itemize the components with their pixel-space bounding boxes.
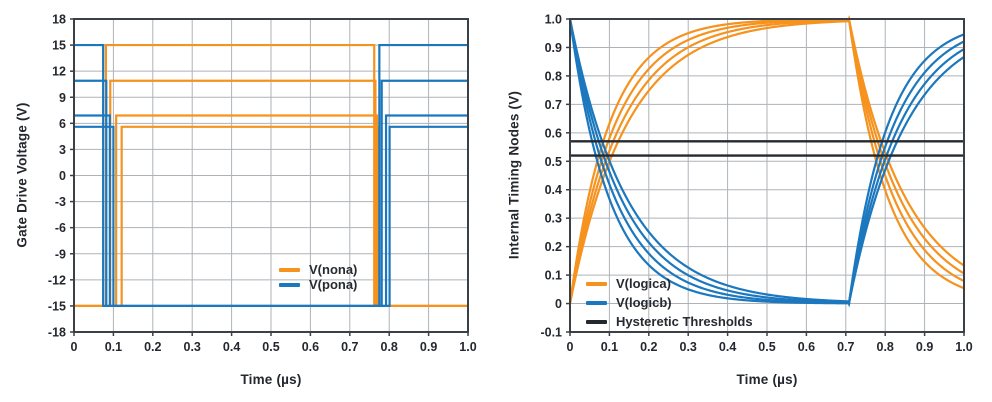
y-tick-label: 15 [52, 39, 66, 53]
gate-drive-chart-svg: 0 0.1 0.2 0.3 0.4 0.5 0.6 0.7 0.8 0.9 1.0 18 15 12 9 6 3… [48, 13, 477, 355]
vlogicb-label: V(logicb) [616, 295, 672, 310]
vpona-label: V(pona) [309, 277, 358, 292]
trace-V(logica) [568, 17, 965, 304]
y-tick-label: 0.2 [545, 240, 562, 254]
plot-border [73, 18, 469, 333]
x-tick-label: 0.5 [262, 340, 279, 354]
gate-drive-y-axis-title: Gate Drive Voltage (V) [14, 102, 30, 248]
y-tick-label: 6 [59, 117, 66, 131]
x-tick-label: 0.8 [877, 340, 894, 354]
y-tick-label: 0.5 [545, 155, 562, 169]
grid [74, 19, 468, 332]
x-tick-label: 0.7 [341, 340, 358, 354]
x-tick-label: 0.7 [837, 340, 854, 354]
y-tick-label: 0.3 [545, 212, 562, 226]
x-tick-label: 0.5 [758, 340, 775, 354]
y-tick-label: 0.4 [545, 183, 562, 197]
trace-V(logicb) [568, 18, 965, 308]
y-tick-label: -6 [55, 221, 66, 235]
y-tick-labels: 1.0 0.9 0.8 0.7 0.6 0.5 0.4 0.3 0.2 0.1 0 -0.1 [540, 13, 562, 340]
x-tick-label: 0.8 [381, 340, 398, 354]
legend-item-vlogica: V(logica) [586, 277, 753, 291]
x-tick-label: 0.9 [420, 340, 437, 354]
y-tick-label: 0.8 [545, 69, 562, 83]
y-tick-label: -18 [48, 326, 66, 340]
vnona-label: V(nona) [309, 262, 358, 277]
trace-V(logicb) [568, 18, 965, 305]
vpona-swatch [279, 283, 300, 287]
y-tick-label: 3 [59, 143, 66, 157]
y-tick-label: 0.7 [545, 98, 562, 112]
legend-item-hysteretic-thresholds: Hysteretic Thresholds [586, 315, 753, 329]
trace-V(logica) [568, 14, 965, 304]
y-tick-label: -15 [48, 299, 66, 313]
x-tick-label: 0 [71, 340, 78, 354]
x-tick-label: 0.6 [302, 340, 319, 354]
x-tick-label: 1.0 [955, 340, 972, 354]
y-tick-label: -9 [55, 247, 66, 261]
x-tick-label: 0.1 [105, 340, 122, 354]
threshold-lines [570, 140, 964, 157]
y-tick-label: 1.0 [545, 13, 562, 27]
timing-nodes-x-axis-title: Time (µs) [736, 372, 798, 387]
trace-V(logicb) [568, 18, 965, 307]
timing-nodes-chart: 0 0.1 0.2 0.3 0.4 0.5 0.6 0.7 0.8 0.9 1.0 1.0 0.9 0.8… [496, 0, 992, 402]
vlogica-swatch [586, 282, 607, 286]
trace-V(logicb) [568, 18, 965, 306]
x-tick-label: 0.3 [184, 340, 201, 354]
tick-marks [70, 18, 469, 336]
y-tick-label: 0 [555, 297, 562, 311]
x-tick-label: 0.2 [640, 340, 657, 354]
x-tick-labels: 0 0.1 0.2 0.3 0.4 0.5 0.6 0.7 0.8 0.9 1.0 [567, 340, 973, 354]
y-tick-label: 12 [52, 65, 66, 79]
x-tick-label: 0.4 [223, 340, 240, 354]
x-tick-label: 0.2 [144, 340, 161, 354]
y-tick-label: 9 [59, 91, 66, 105]
timing-nodes-y-axis-title: Internal Timing Nodes (V) [506, 90, 522, 260]
x-tick-label: 0 [567, 340, 574, 354]
y-tick-label: 0.1 [545, 269, 562, 283]
x-tick-label: 0.9 [916, 340, 933, 354]
gate-drive-legend: V(nona) V(pona) [279, 263, 357, 292]
trace-V(logica) [568, 16, 965, 304]
x-tick-label: 1.0 [459, 340, 476, 354]
legend-item-vnona: V(nona) [279, 263, 357, 277]
trace-V(pona) [74, 125, 468, 308]
y-tick-label: 0.9 [545, 41, 562, 55]
y-tick-label: 18 [52, 13, 66, 27]
series [74, 43, 468, 308]
series [568, 14, 965, 308]
x-tick-label: 0.3 [680, 340, 697, 354]
vlogica-label: V(logica) [616, 276, 671, 291]
legend-item-vpona: V(pona) [279, 278, 357, 292]
timing-nodes-chart-svg: 0 0.1 0.2 0.3 0.4 0.5 0.6 0.7 0.8 0.9 1.0 1.0 0.9 0.8… [540, 13, 973, 355]
y-tick-label: -0.1 [540, 326, 562, 340]
vlogicb-swatch [586, 301, 607, 305]
plot-border [569, 18, 965, 333]
grid [570, 19, 964, 332]
trace-V(logica) [568, 16, 965, 304]
x-tick-labels: 0 0.1 0.2 0.3 0.4 0.5 0.6 0.7 0.8 0.9 1.0 [71, 340, 477, 354]
hysteretic-thresholds-swatch [586, 320, 607, 324]
y-tick-label: 0.6 [545, 126, 562, 140]
vnona-swatch [279, 268, 300, 272]
y-tick-label: -3 [55, 195, 66, 209]
gate-drive-x-axis-title: Time (µs) [240, 372, 302, 387]
y-tick-label: -12 [48, 273, 66, 287]
gate-drive-chart: 0 0.1 0.2 0.3 0.4 0.5 0.6 0.7 0.8 0.9 1.0 18 15 12 9 6 3… [14, 13, 477, 388]
x-tick-label: 0.4 [719, 340, 736, 354]
x-tick-label: 0.1 [601, 340, 618, 354]
legend-item-vlogicb: V(logicb) [586, 296, 753, 310]
timing-nodes-legend: V(logica) V(logicb) Hysteretic Threshold… [586, 277, 753, 329]
hysteretic-thresholds-label: Hysteretic Thresholds [616, 314, 753, 329]
y-tick-label: 0 [59, 169, 66, 183]
x-tick-label: 0.6 [798, 340, 815, 354]
y-tick-labels: 18 15 12 9 6 3 0 -3 -6 -9 -12 -15 -18 [48, 13, 66, 340]
